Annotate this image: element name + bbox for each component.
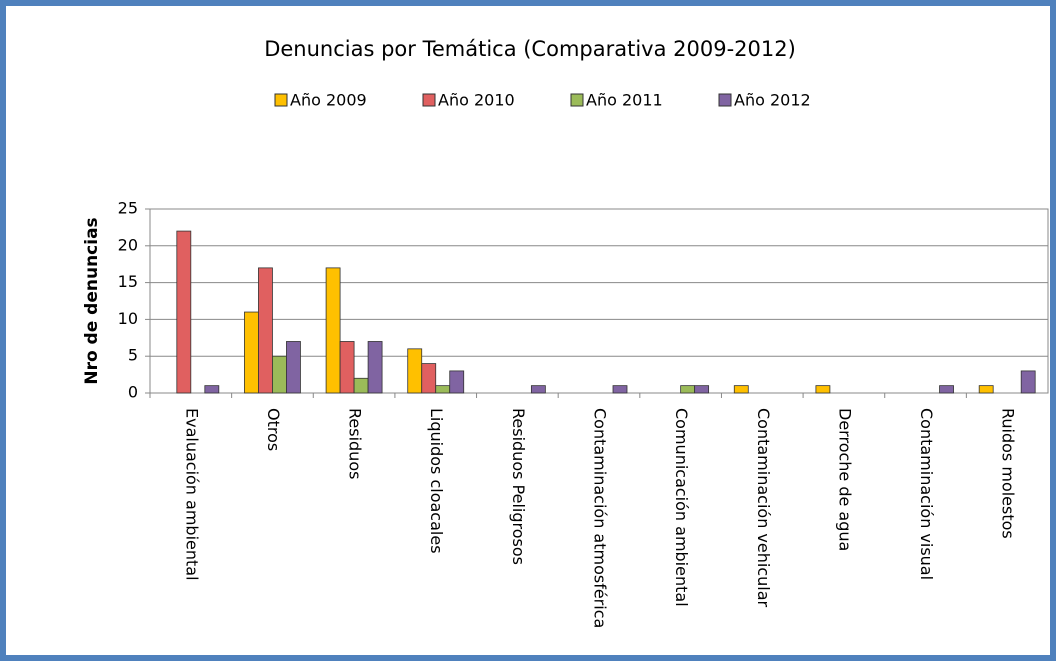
bar [1020, 370, 1036, 394]
x-tick-label: Evaluación ambiental [182, 408, 201, 581]
bar [978, 385, 994, 394]
bar [258, 267, 273, 394]
bar [612, 385, 628, 394]
bar [680, 385, 696, 394]
bar [449, 370, 465, 394]
bar [272, 355, 287, 394]
x-tick-label: Otros [264, 408, 283, 451]
legend-label: Año 2009 [290, 91, 367, 110]
bar [815, 385, 831, 394]
plot-border [149, 208, 1049, 394]
legend-label: Año 2012 [734, 91, 811, 110]
bar [325, 267, 341, 394]
x-tick-label: Contaminación visual [917, 408, 936, 580]
bar [244, 311, 259, 394]
y-tick-label: 20 [118, 235, 138, 254]
x-tick-label: Comunicación ambiental [672, 408, 691, 607]
x-tick-label: Residuos [346, 408, 365, 479]
y-tick-label: 25 [118, 199, 138, 218]
y-axis-label: Nro de denuncias [82, 217, 102, 384]
legend-label: Año 2011 [586, 91, 663, 110]
bar [367, 341, 383, 394]
bar [286, 341, 301, 394]
y-tick-label: 10 [118, 309, 138, 328]
chart-title: Denuncias por Temática (Comparativa 2009… [264, 37, 796, 61]
x-tick-label: Contaminación atmosférica [591, 408, 610, 628]
y-tick-label: 15 [118, 272, 138, 291]
bar [530, 385, 546, 394]
x-tick-label: Contaminación vehicular [754, 408, 773, 608]
bar [407, 348, 423, 394]
bar [339, 341, 355, 394]
legend-swatch [570, 93, 584, 107]
bar [435, 385, 451, 394]
x-tick-label: Derroche de agua [835, 408, 854, 551]
bar [204, 385, 220, 394]
bar [733, 385, 749, 394]
legend-swatch [718, 93, 732, 107]
bar [421, 363, 437, 394]
legend-swatch [274, 93, 288, 107]
bar [176, 230, 192, 394]
x-tick-label: Liquidos cloacales [427, 408, 446, 554]
bar [939, 385, 954, 394]
legend-label: Año 2010 [438, 91, 515, 110]
bar [694, 385, 710, 394]
y-tick-label: 0 [128, 383, 138, 402]
legend-swatch [422, 93, 436, 107]
y-tick-label: 5 [128, 346, 138, 365]
bar [353, 377, 369, 394]
x-tick-label: Ruidos molestos [999, 408, 1018, 539]
x-tick-label: Residuos Peligrosos [509, 408, 528, 565]
